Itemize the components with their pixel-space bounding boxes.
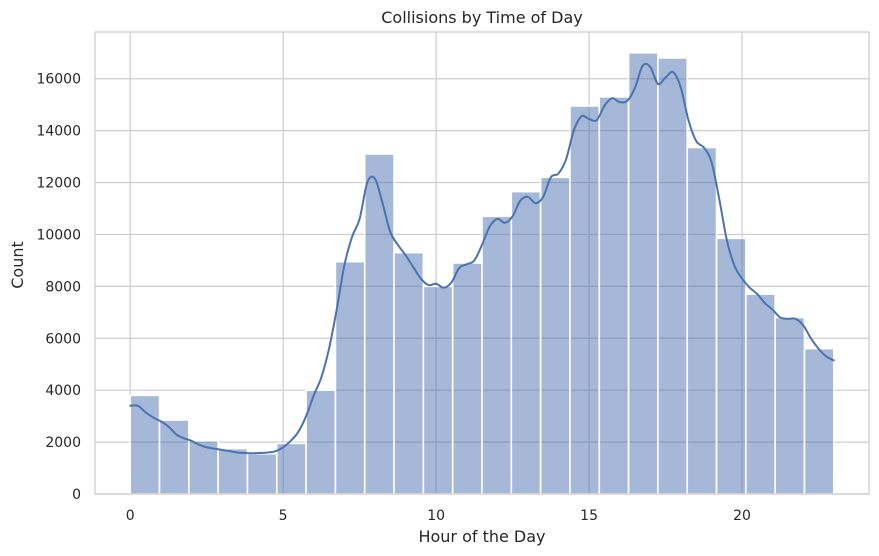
x-tick-label: 0	[126, 508, 135, 524]
histogram-bar	[363, 153, 395, 495]
x-tick-label: 5	[279, 508, 288, 524]
histogram-bar	[569, 105, 601, 495]
y-tick-label: 0	[72, 487, 81, 503]
histogram-bar	[657, 57, 689, 495]
histogram-bar	[686, 146, 718, 495]
kde-curve	[129, 62, 835, 455]
chart-title: Collisions by Time of Day	[381, 8, 582, 27]
y-tick-label: 6000	[45, 331, 81, 347]
histogram-bar	[422, 285, 454, 495]
y-tick-label: 8000	[45, 279, 81, 295]
y-tick-label: 10000	[36, 227, 81, 243]
histogram-bar	[393, 251, 425, 495]
histogram-bars	[129, 51, 835, 495]
histogram-bar	[217, 447, 249, 495]
y-tick-label: 2000	[45, 435, 81, 451]
x-axis-label: Hour of the Day	[418, 527, 545, 546]
plot-frame	[94, 31, 870, 495]
x-tick-label: 10	[427, 508, 445, 524]
x-tick-label: 20	[733, 508, 751, 524]
histogram-bar	[246, 452, 278, 495]
histogram-bar	[745, 293, 776, 495]
y-tick-label: 16000	[36, 72, 81, 88]
y-tick-labels: 0 2000 4000 6000 8000 10000 12000 14000 16000	[36, 72, 81, 503]
x-tick-label: 15	[580, 508, 598, 524]
histogram-bar	[451, 262, 483, 495]
histogram-bar	[627, 51, 659, 495]
histogram-bar	[510, 190, 542, 495]
histogram-bar	[539, 176, 571, 495]
histogram-bar	[275, 442, 307, 495]
y-tick-label: 4000	[45, 383, 81, 399]
histogram-bar	[598, 96, 630, 495]
y-tick-label: 14000	[36, 124, 81, 140]
x-tick-labels: 0 5 10 15 20	[126, 508, 751, 524]
histogram-bar	[481, 215, 513, 495]
y-axis-label: Count	[8, 241, 27, 289]
histogram-bar	[774, 316, 806, 495]
y-tick-label: 12000	[36, 176, 81, 192]
histogram-bar	[129, 394, 161, 495]
kde-curve-layer	[129, 62, 835, 455]
histogram-bar	[803, 347, 835, 495]
